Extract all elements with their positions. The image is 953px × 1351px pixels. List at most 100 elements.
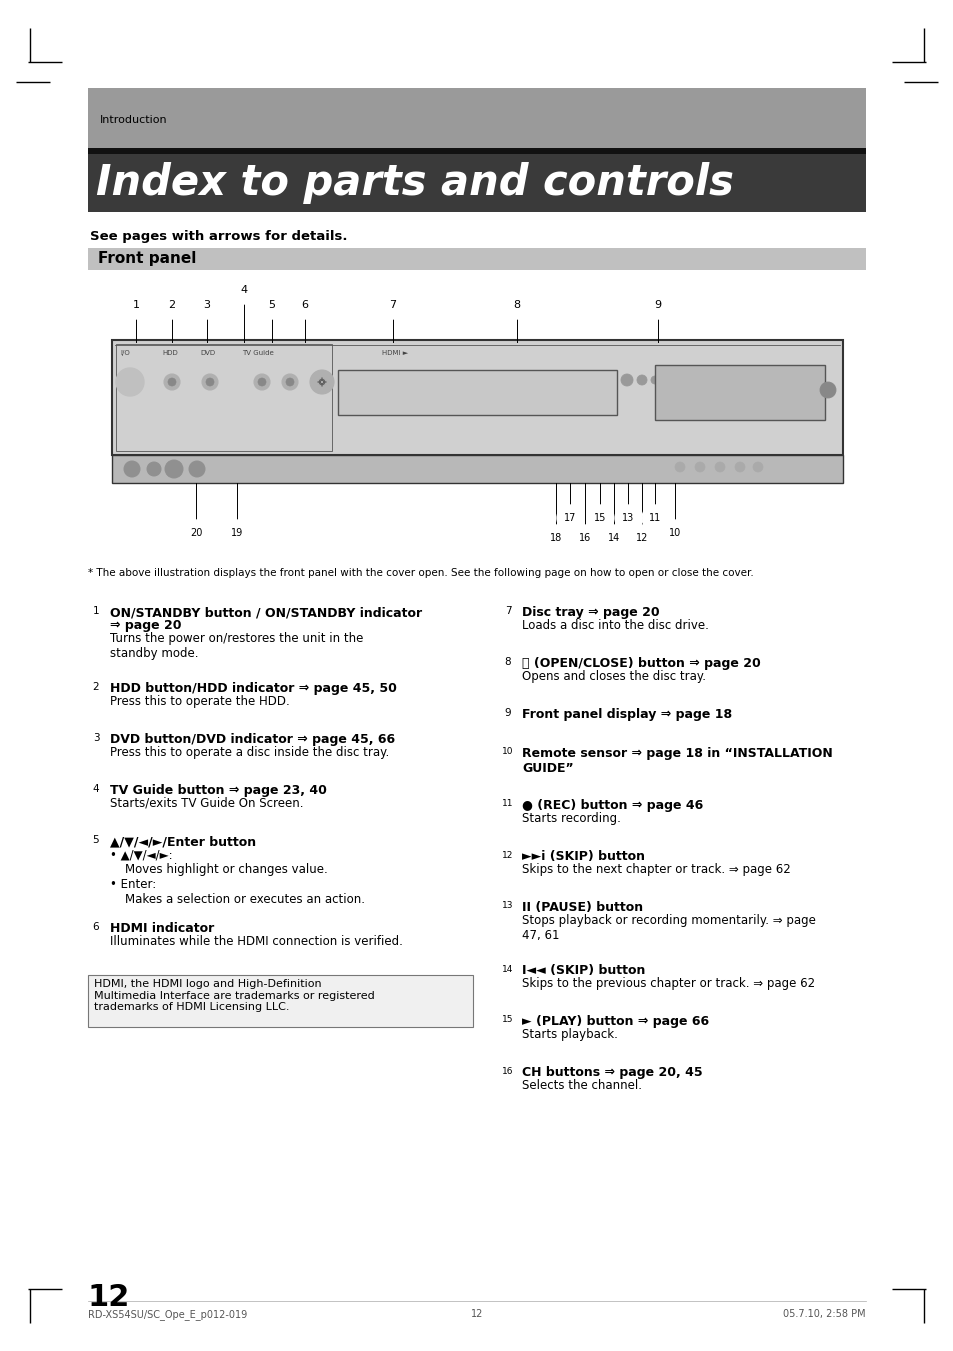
Circle shape — [257, 378, 266, 386]
Circle shape — [586, 505, 613, 531]
Bar — [88, 249, 865, 270]
Text: 10: 10 — [668, 528, 680, 538]
Text: 10: 10 — [501, 747, 514, 757]
Circle shape — [499, 1012, 516, 1028]
Text: 3: 3 — [92, 734, 99, 743]
Bar — [88, 975, 473, 1027]
Text: 6: 6 — [301, 300, 308, 309]
Text: 15: 15 — [593, 513, 605, 523]
Text: 20: 20 — [190, 528, 202, 538]
Text: ⻊ (OPEN/CLOSE) button ⇒ page 20: ⻊ (OPEN/CLOSE) button ⇒ page 20 — [521, 657, 760, 670]
Circle shape — [224, 520, 250, 546]
Text: HDMI indicator: HDMI indicator — [110, 921, 214, 935]
Circle shape — [168, 378, 175, 386]
Circle shape — [88, 680, 104, 694]
Bar — [88, 88, 865, 149]
Circle shape — [734, 462, 744, 471]
Text: 2: 2 — [169, 300, 175, 309]
Text: CH buttons ⇒ page 20, 45: CH buttons ⇒ page 20, 45 — [521, 1066, 702, 1079]
Text: Skips to the previous chapter or track. ⇒ page 62: Skips to the previous chapter or track. … — [521, 977, 814, 990]
Text: 12: 12 — [635, 534, 647, 543]
Circle shape — [650, 376, 659, 384]
Text: 15: 15 — [501, 1016, 514, 1024]
Text: HDD button/HDD indicator ⇒ page 45, 50: HDD button/HDD indicator ⇒ page 45, 50 — [110, 682, 396, 694]
Bar — [116, 345, 332, 451]
Circle shape — [641, 505, 667, 531]
Text: ● (REC) button ⇒ page 46: ● (REC) button ⇒ page 46 — [521, 798, 702, 812]
Text: Press this to operate the HDD.: Press this to operate the HDD. — [110, 694, 290, 708]
Text: TV Guide: TV Guide — [242, 350, 274, 357]
Circle shape — [662, 376, 670, 384]
Text: ▲/▼/◄/►/Enter button: ▲/▼/◄/►/Enter button — [110, 835, 255, 848]
Circle shape — [499, 1063, 516, 1079]
Text: * The above illustration displays the front panel with the cover open. See the f: * The above illustration displays the fr… — [88, 567, 753, 578]
Text: Stops playback or recording momentarily. ⇒ page
47, 61: Stops playback or recording momentarily.… — [521, 915, 815, 942]
Circle shape — [499, 898, 516, 915]
Text: Selects the channel.: Selects the channel. — [521, 1079, 641, 1092]
Text: 12: 12 — [502, 851, 513, 859]
Text: 12: 12 — [471, 1309, 482, 1319]
Text: 8: 8 — [513, 300, 520, 309]
Text: 11: 11 — [648, 513, 660, 523]
Circle shape — [643, 290, 671, 319]
Circle shape — [202, 374, 218, 390]
Text: ► (PLAY) button ⇒ page 66: ► (PLAY) button ⇒ page 66 — [521, 1015, 708, 1028]
Circle shape — [158, 290, 186, 319]
Text: 11: 11 — [501, 800, 514, 808]
Circle shape — [600, 526, 626, 551]
Circle shape — [189, 461, 205, 477]
Circle shape — [675, 376, 682, 384]
Text: Press this to operate a disc inside the disc tray.: Press this to operate a disc inside the … — [110, 746, 389, 759]
Text: 3: 3 — [203, 300, 211, 309]
Text: I/O: I/O — [120, 350, 130, 357]
Circle shape — [88, 919, 104, 935]
Circle shape — [557, 505, 582, 531]
Text: Opens and closes the disc tray.: Opens and closes the disc tray. — [521, 670, 705, 684]
Circle shape — [164, 374, 180, 390]
Text: II (PAUSE) button: II (PAUSE) button — [521, 901, 642, 915]
Text: RD-XS54SU/SC_Ope_E_p012-019: RD-XS54SU/SC_Ope_E_p012-019 — [88, 1309, 247, 1320]
Circle shape — [572, 526, 598, 551]
Text: ON/STANDBY button / ON/STANDBY indicator: ON/STANDBY button / ON/STANDBY indicator — [110, 607, 421, 619]
Text: DVD button/DVD indicator ⇒ page 45, 66: DVD button/DVD indicator ⇒ page 45, 66 — [110, 734, 395, 746]
Text: 12: 12 — [88, 1283, 131, 1312]
Circle shape — [675, 462, 684, 471]
Text: Starts recording.: Starts recording. — [521, 812, 620, 825]
Bar — [655, 365, 824, 420]
Text: 16: 16 — [501, 1066, 514, 1075]
Circle shape — [661, 520, 687, 546]
Circle shape — [499, 796, 516, 812]
Text: 7: 7 — [504, 607, 511, 616]
Text: 6: 6 — [92, 921, 99, 932]
Circle shape — [122, 290, 150, 319]
Text: HDMI ►: HDMI ► — [381, 350, 408, 357]
Circle shape — [147, 462, 161, 476]
Text: 4: 4 — [92, 784, 99, 794]
Circle shape — [291, 290, 318, 319]
Text: 9: 9 — [654, 300, 660, 309]
Circle shape — [714, 462, 724, 471]
Circle shape — [620, 374, 633, 386]
Text: 13: 13 — [501, 901, 514, 911]
Circle shape — [499, 744, 516, 761]
Text: 5: 5 — [268, 300, 275, 309]
Text: 18: 18 — [549, 534, 561, 543]
Circle shape — [628, 526, 655, 551]
Circle shape — [310, 370, 334, 394]
Text: 5: 5 — [92, 835, 99, 844]
Text: • ▲/▼/◄/►:
    Moves highlight or changes value.
• Enter:
    Makes a selection : • ▲/▼/◄/►: Moves highlight or changes va… — [110, 848, 365, 907]
Circle shape — [193, 290, 221, 319]
Circle shape — [88, 603, 104, 619]
Text: DVD: DVD — [200, 350, 214, 357]
Circle shape — [615, 505, 640, 531]
Text: 19: 19 — [231, 528, 243, 538]
Circle shape — [286, 378, 294, 386]
Text: 16: 16 — [578, 534, 591, 543]
Text: Front panel display ⇒ page 18: Front panel display ⇒ page 18 — [521, 708, 731, 721]
Bar — [88, 149, 865, 154]
Text: Starts playback.: Starts playback. — [521, 1028, 618, 1042]
Text: 05.7.10, 2:58 PM: 05.7.10, 2:58 PM — [782, 1309, 865, 1319]
Circle shape — [253, 374, 270, 390]
Text: Skips to the next chapter or track. ⇒ page 62: Skips to the next chapter or track. ⇒ pa… — [521, 863, 790, 875]
Circle shape — [499, 847, 516, 863]
